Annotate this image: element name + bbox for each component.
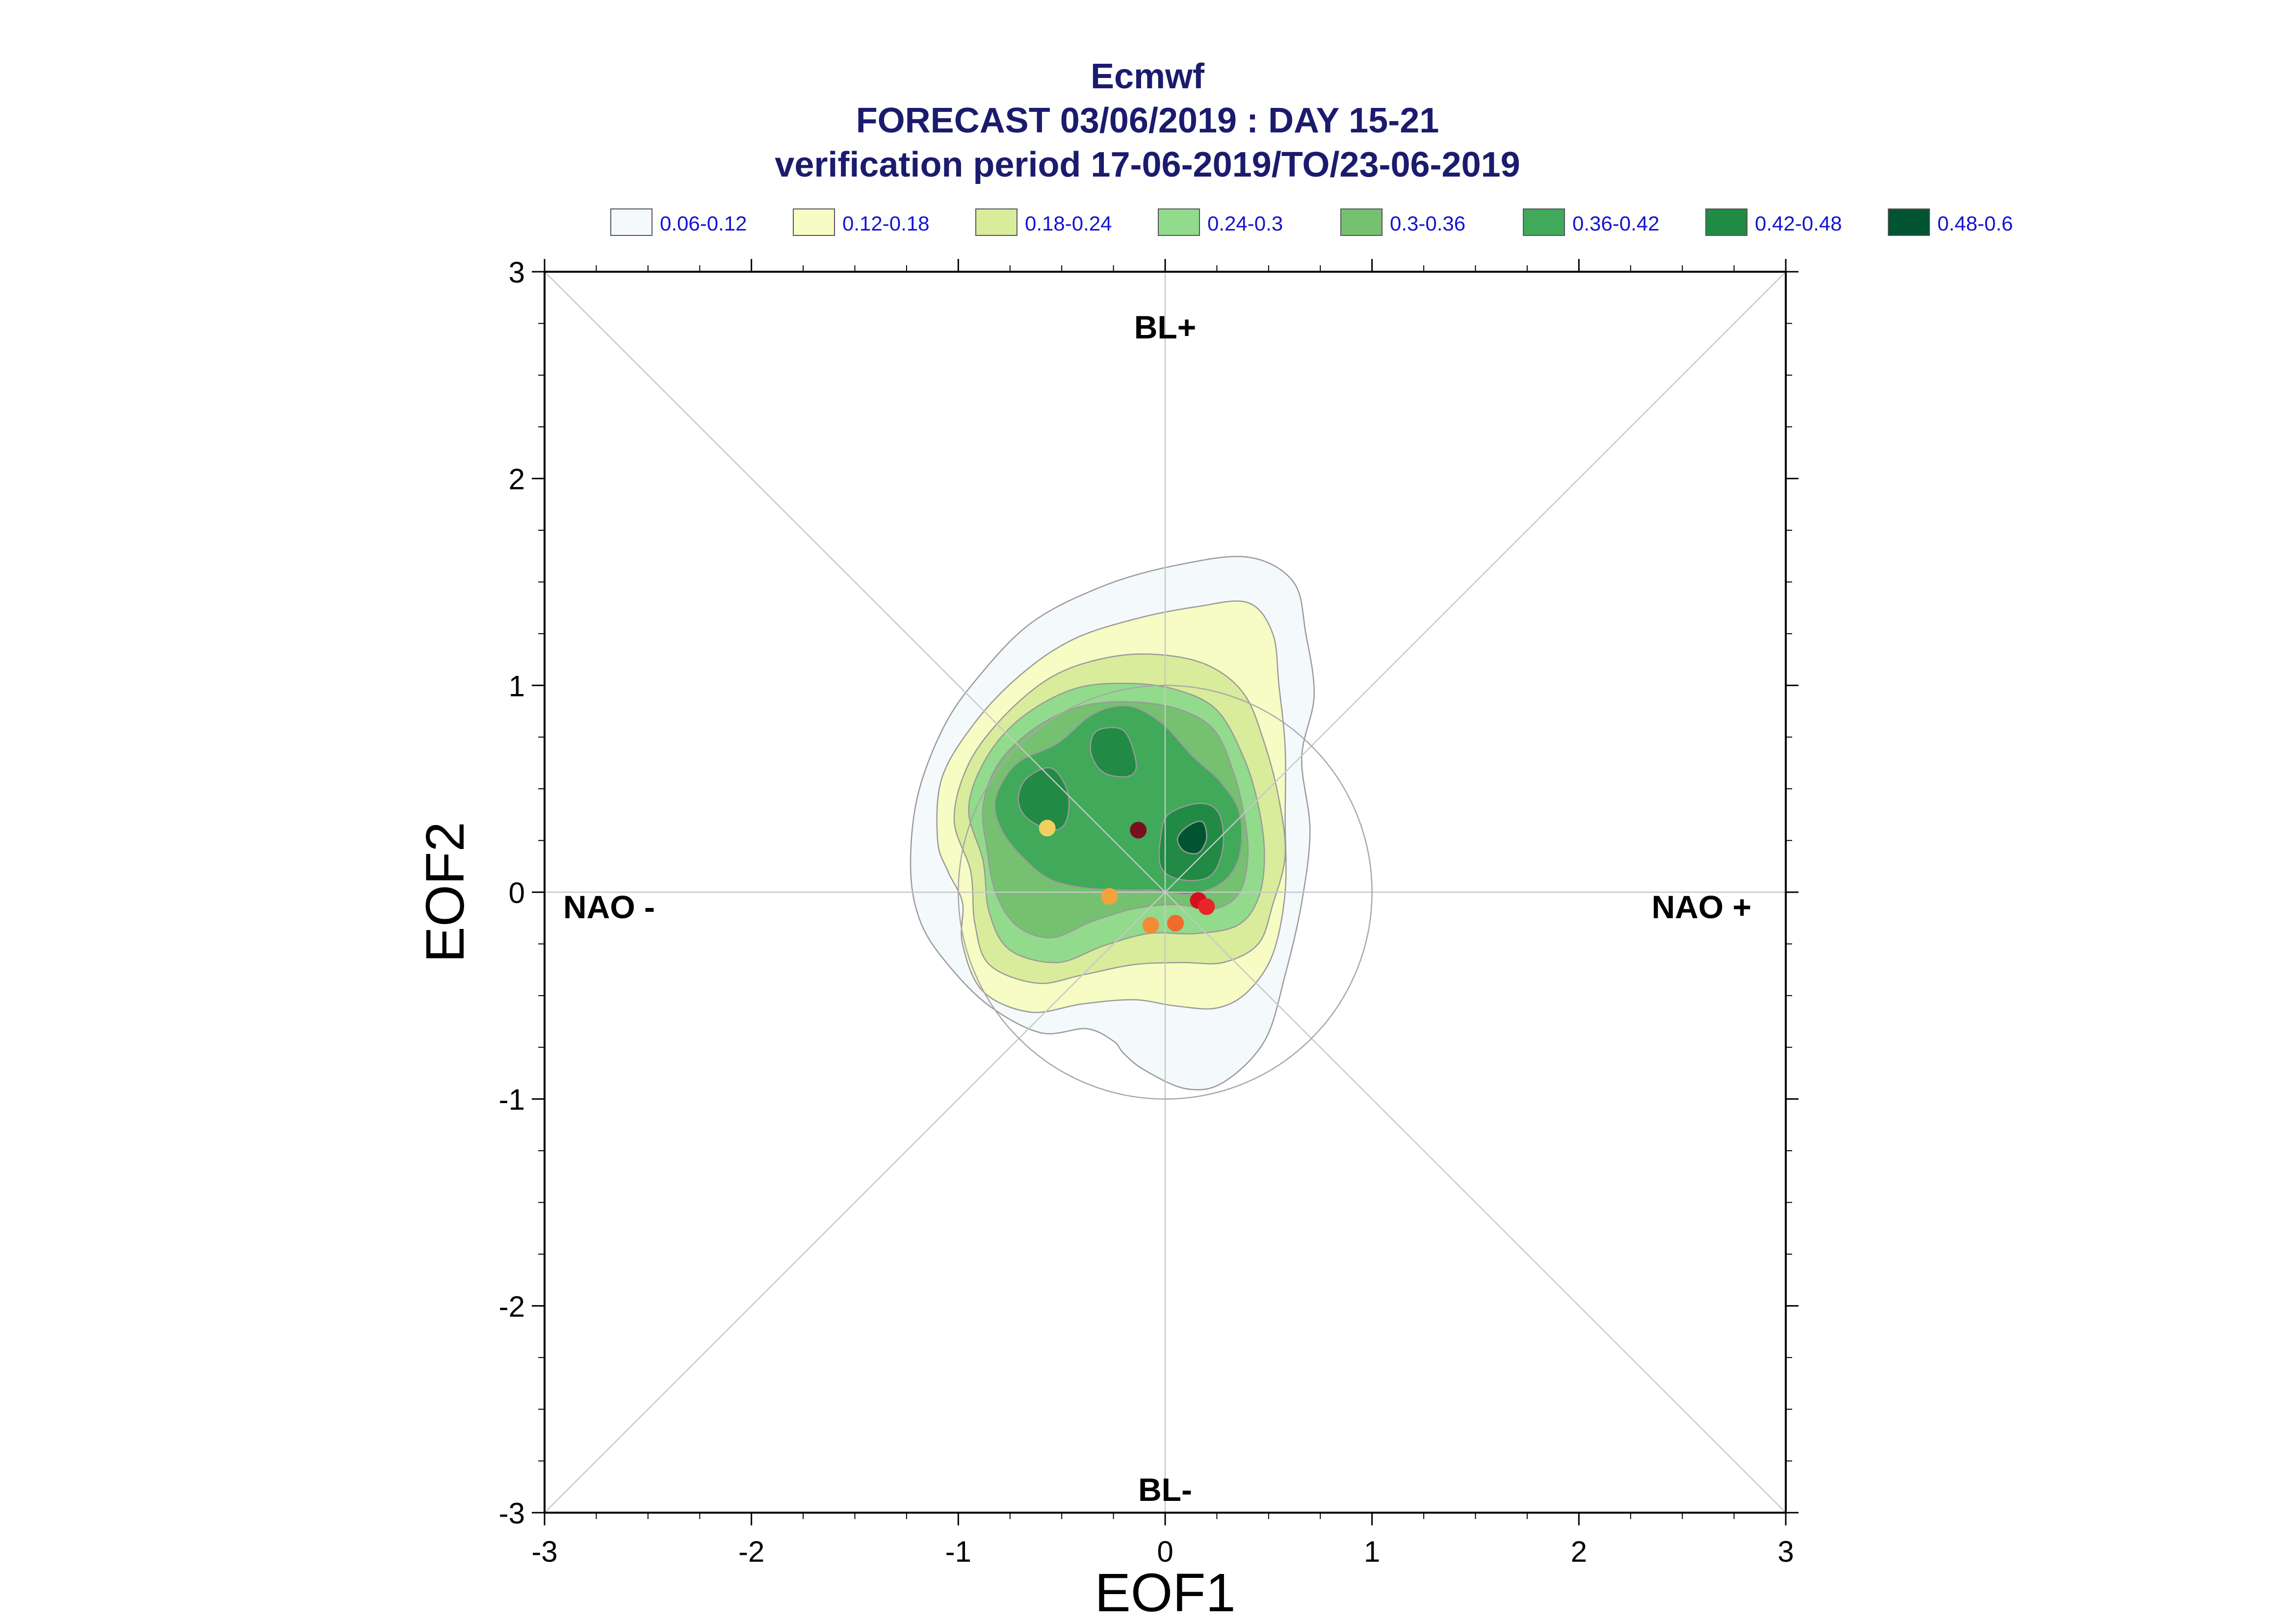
x-tick-label-1: -2 [738, 1535, 764, 1568]
x-tick-label-6: 3 [1777, 1535, 1794, 1568]
data-point-1 [1130, 822, 1147, 839]
data-point-4 [1198, 898, 1215, 915]
regime-label-top: BL+ [1134, 309, 1197, 345]
data-point-0 [1039, 820, 1056, 837]
density-contour-7-0 [1176, 821, 1207, 854]
plot-area: -3 -2 -1 0 1 2 3 -3 -2 -1 0 1 2 3 [499, 256, 1799, 1568]
y-tick-label-4: 1 [509, 670, 525, 702]
legend-label-2: 0.18-0.24 [1025, 212, 1112, 235]
x-tick-label-0: -3 [531, 1535, 557, 1568]
legend-swatch-2 [975, 208, 1017, 236]
chart-title-line2: FORECAST 03/06/2019 : DAY 15-21 [856, 101, 1439, 140]
data-point-5 [1167, 915, 1184, 932]
reference-circle [958, 685, 1373, 1100]
chart-title-line3: verification period 17-06-2019/TO/23-06-… [775, 145, 1520, 184]
legend-label-7: 0.48-0.6 [1937, 212, 2013, 235]
legend-swatch-5 [1523, 208, 1565, 236]
data-points [1039, 820, 1215, 934]
x-tick-label-4: 1 [1364, 1535, 1380, 1568]
legend-swatch-6 [1705, 208, 1747, 236]
regime-label-right: NAO + [1651, 889, 1751, 925]
density-contour-6-1 [1090, 727, 1137, 778]
y-axis-title: EOF2 [415, 822, 475, 962]
legend-swatch-0 [610, 208, 652, 236]
legend-label-0: 0.06-0.12 [660, 212, 747, 235]
legend: 0.06-0.12 0.12-0.18 0.18-0.24 0.24-0.3 0.3-0… [610, 208, 2013, 236]
x-axis-title: EOF1 [1095, 1563, 1235, 1623]
legend-swatch-3 [1158, 208, 1200, 236]
legend-swatch-7 [1888, 208, 1930, 236]
regime-label-bottom: BL- [1138, 1471, 1192, 1508]
legend-label-1: 0.12-0.18 [842, 212, 929, 235]
legend-label-5: 0.36-0.42 [1572, 212, 1659, 235]
x-tick-label-2: -1 [945, 1535, 971, 1568]
data-point-6 [1142, 917, 1159, 934]
y-tick-label-1: -2 [499, 1290, 525, 1323]
axis-ticks: -3 -2 -1 0 1 2 3 -3 -2 -1 0 1 2 3 [499, 256, 1799, 1568]
chart-title-line1: Ecmwf [1091, 57, 1205, 96]
data-point-2 [1101, 888, 1118, 905]
regime-label-left: NAO - [563, 889, 655, 925]
x-tick-label-3: 0 [1157, 1535, 1173, 1568]
guide-lines [544, 271, 1786, 1513]
x-tick-label-5: 2 [1571, 1535, 1587, 1568]
legend-swatch-1 [793, 208, 835, 236]
y-tick-label-3: 0 [509, 876, 525, 909]
y-tick-label-6: 3 [509, 256, 525, 289]
legend-label-3: 0.24-0.3 [1207, 212, 1283, 235]
y-tick-label-2: -1 [499, 1083, 525, 1116]
legend-label-4: 0.3-0.36 [1390, 212, 1465, 235]
legend-label-6: 0.42-0.48 [1755, 212, 1842, 235]
y-tick-label-5: 2 [509, 463, 525, 496]
guide-diagonal-2 [544, 271, 1786, 1513]
legend-swatch-4 [1340, 208, 1382, 236]
y-tick-label-0: -3 [499, 1497, 525, 1530]
